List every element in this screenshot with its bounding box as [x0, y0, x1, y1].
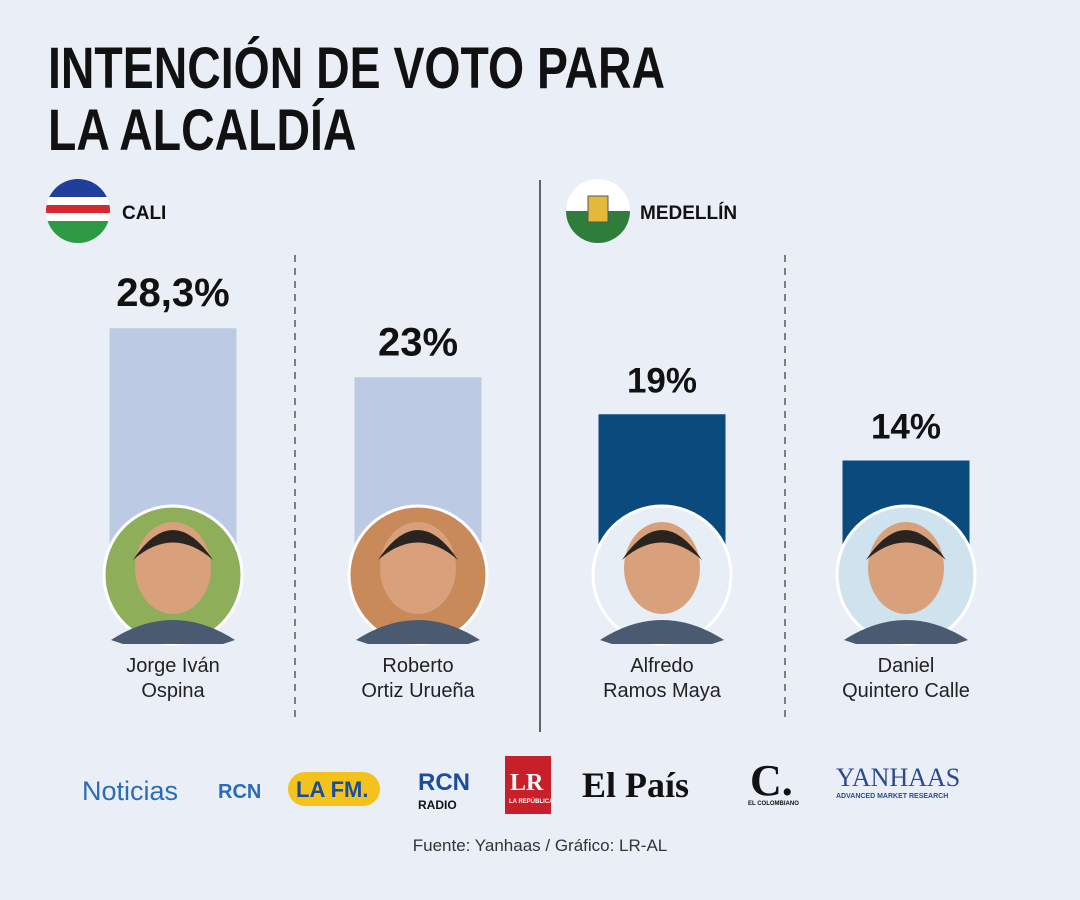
photo-shoulders	[600, 620, 724, 644]
photo-shoulders	[111, 620, 235, 644]
source: Fuente: Yanhaas / Gráfico: LR-AL	[413, 836, 668, 855]
value-label: 14%	[871, 408, 941, 447]
logo-shape	[505, 756, 551, 814]
logo: El País	[582, 765, 689, 805]
candidate-name: Roberto Ortiz Urueña	[361, 655, 475, 702]
logo-shape	[288, 772, 380, 806]
candidate-name: Alfredo Ramos Maya	[603, 655, 721, 702]
value-label: 23%	[378, 320, 458, 364]
logo: C.	[750, 756, 793, 805]
logo: ADVANCED MARKET RESEARCH	[836, 793, 948, 800]
candidate-name: Jorge Iván Ospina	[126, 655, 220, 702]
logo: LA FM.	[296, 777, 369, 802]
legend-label: CALI	[122, 203, 166, 224]
logo: RADIO	[418, 798, 457, 812]
photo-shoulders	[844, 620, 968, 644]
logo: LA REPÚBLICA	[509, 798, 554, 805]
value-label: 28,3%	[116, 271, 229, 315]
candidate-name: Daniel Quintero Calle	[842, 655, 970, 702]
photo-hair	[378, 530, 458, 560]
photo-shoulders	[356, 620, 480, 644]
logo: RCN	[418, 769, 470, 796]
legend-label: MEDELLÍN	[640, 202, 737, 224]
logo: YANHAAS	[836, 763, 960, 792]
medellin-flag	[566, 179, 630, 243]
cali-flag	[46, 179, 110, 243]
photo-hair	[866, 530, 946, 560]
chart-title: INTENCIÓN DE VOTO PARA LA ALCALDÍA	[48, 36, 665, 163]
logo: Noticias	[82, 776, 178, 806]
photo-hair	[133, 530, 213, 560]
logos: Noticias RCN LA FM. RCN RADIO LR LA REPÚ…	[82, 756, 960, 814]
logo: RCN	[218, 781, 261, 803]
value-label: 19%	[627, 361, 697, 400]
photo-hair	[622, 530, 702, 560]
logo: EL COLOMBIANO	[748, 801, 799, 807]
logo: LR	[510, 770, 544, 796]
